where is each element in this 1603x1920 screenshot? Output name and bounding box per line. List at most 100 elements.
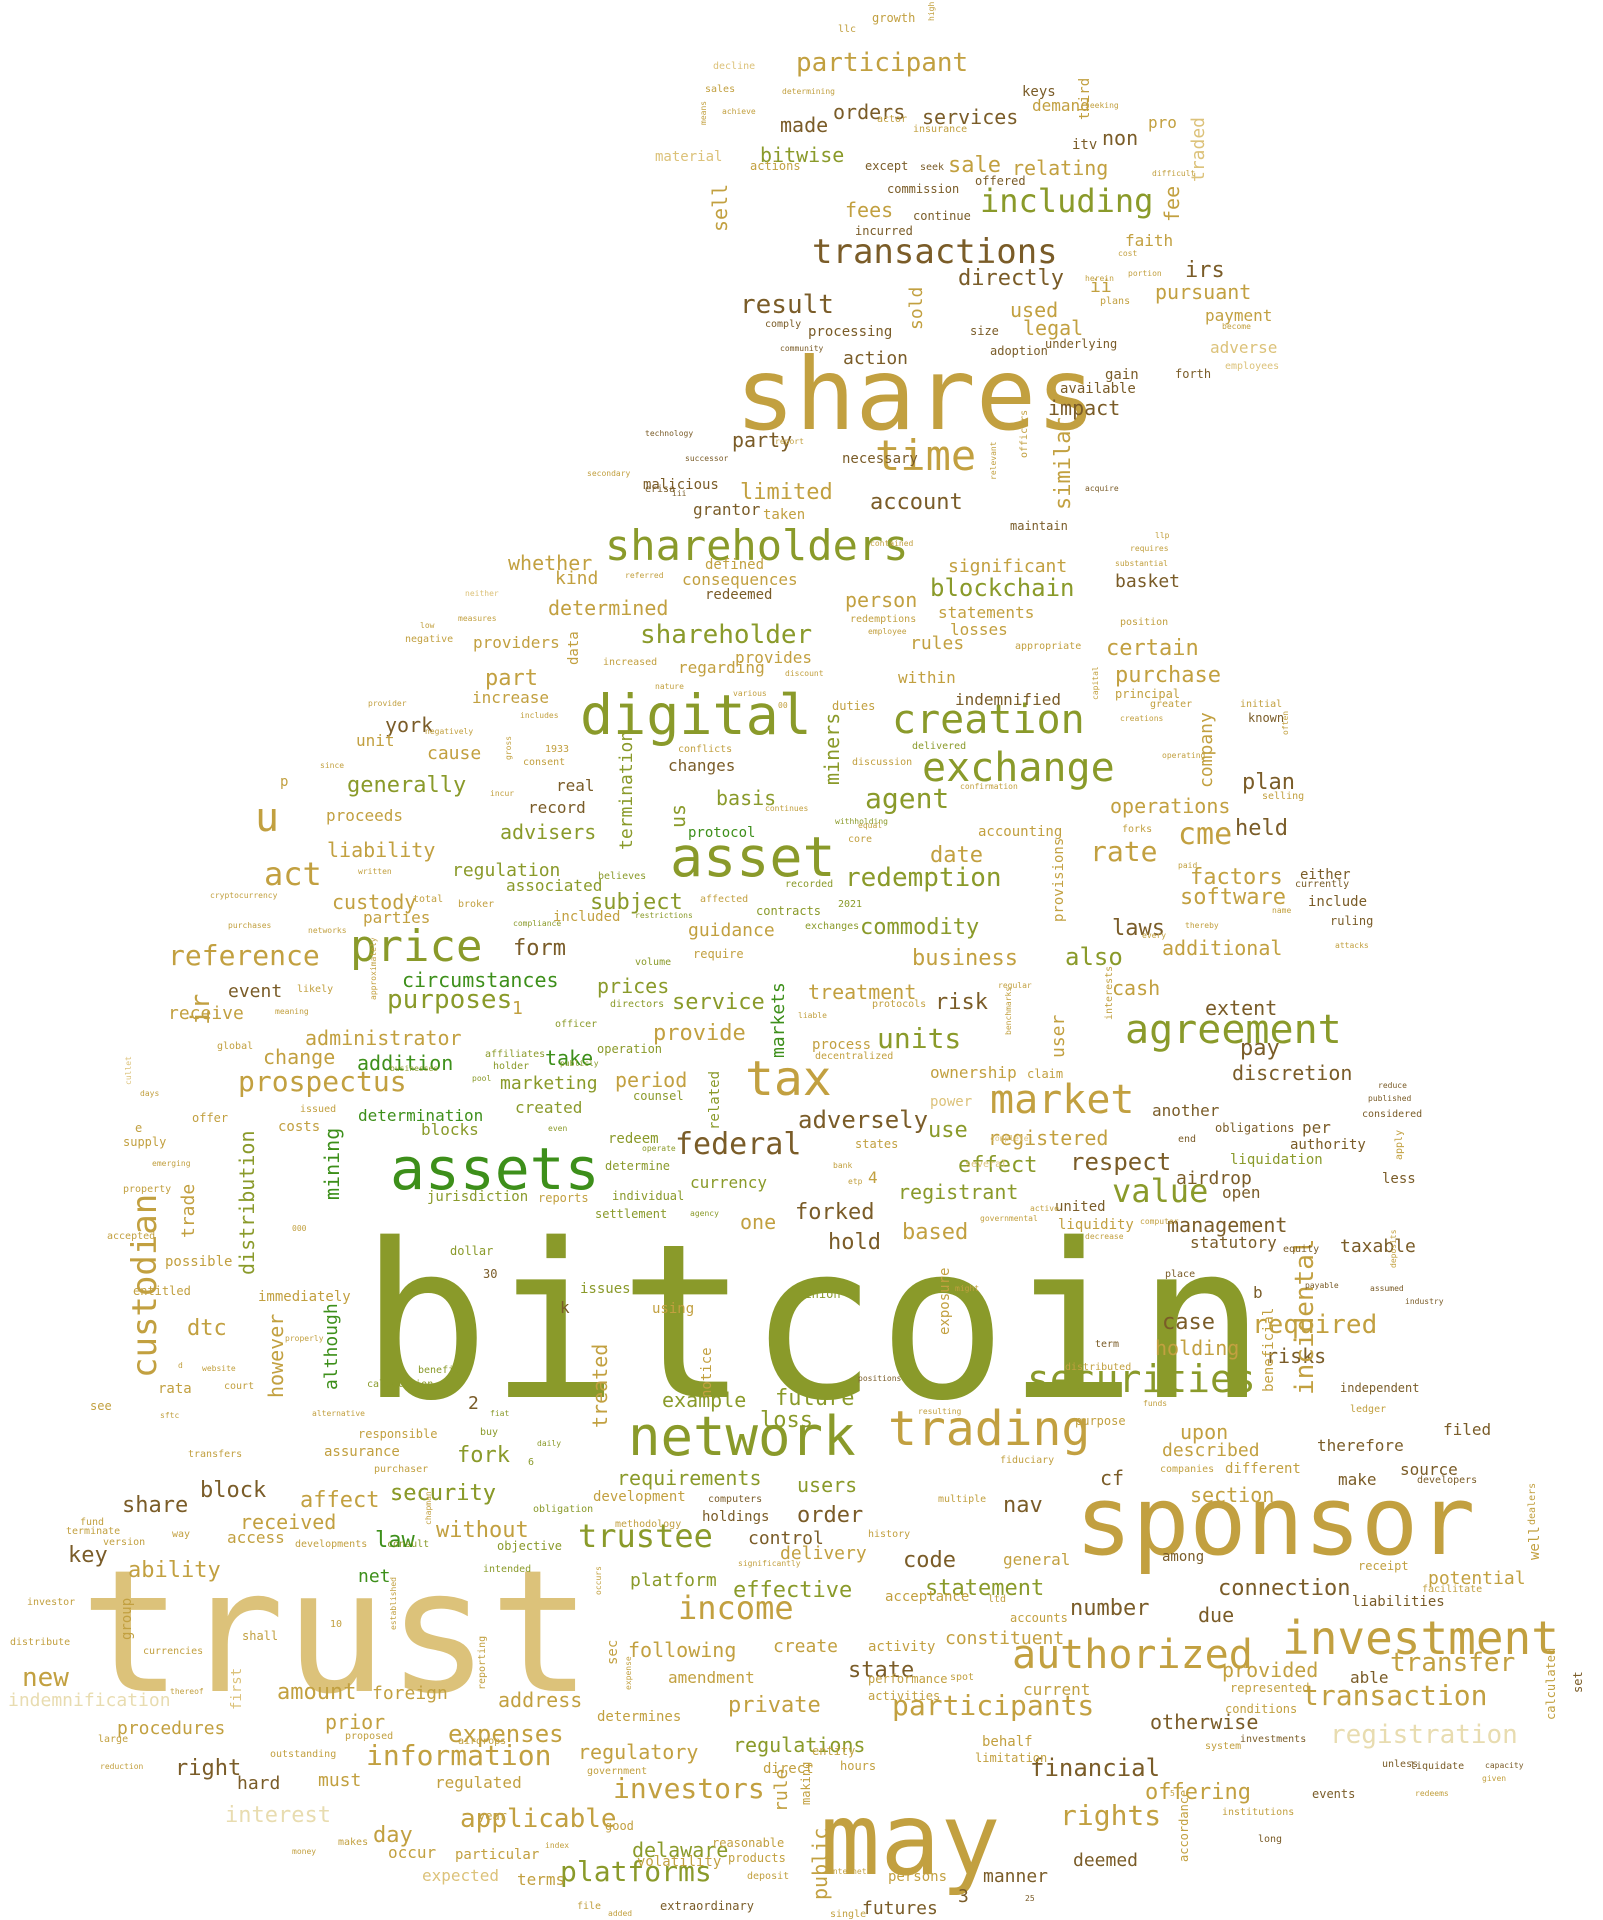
cloud-word: expense — [624, 1656, 633, 1690]
cloud-word: taken — [763, 507, 806, 523]
cloud-word: key — [68, 1543, 108, 1568]
cloud-word: platform — [630, 1570, 717, 1591]
cloud-word: affect — [300, 1488, 380, 1513]
cloud-word: associated — [506, 876, 603, 895]
cloud-word: cf — [1100, 1466, 1125, 1490]
cloud-word: performance — [868, 1672, 948, 1686]
cloud-word: fund — [80, 1517, 105, 1528]
cloud-word: take — [545, 1046, 594, 1070]
cloud-word: otherwise — [1150, 1710, 1259, 1734]
cloud-word: authority — [1290, 1137, 1366, 1153]
cloud-word: source — [1400, 1460, 1458, 1479]
cloud-word: case — [1162, 1310, 1215, 1335]
cloud-word: first — [229, 1667, 245, 1710]
cloud-word: act — [264, 855, 322, 893]
cloud-word: shareholder — [640, 620, 813, 650]
cloud-word: terminate — [66, 1526, 121, 1537]
cloud-word: herein — [1085, 274, 1114, 283]
cloud-word: amount — [277, 1680, 357, 1705]
cloud-word: access — [227, 1528, 285, 1547]
cloud-word: filed — [1443, 1420, 1492, 1439]
cloud-word: means — [699, 100, 708, 125]
cloud-word: large — [98, 1734, 129, 1745]
cloud-word: related — [707, 1070, 723, 1130]
cloud-word: multiple — [938, 1494, 987, 1505]
cloud-word: industry — [1405, 1297, 1444, 1306]
cloud-word: discretion — [1232, 1061, 1353, 1085]
cloud-word: restrictions — [635, 911, 693, 920]
cloud-word: decentralized — [815, 1051, 894, 1062]
cloud-word: connection — [1218, 1576, 1351, 1601]
cloud-word: holding — [1155, 1336, 1240, 1360]
cloud-word: file — [577, 1901, 602, 1912]
cloud-word: liabilities — [1352, 1594, 1445, 1610]
cloud-word: taxable — [1340, 1236, 1416, 1257]
cloud-word: directly — [958, 266, 1064, 291]
cloud-word: statements — [938, 603, 1035, 622]
cloud-word: agreement — [1125, 1007, 1342, 1053]
cloud-word: day — [373, 1823, 413, 1848]
cloud-word: history — [868, 1529, 911, 1540]
cloud-word: emerging — [152, 1159, 191, 1168]
cloud-word: keys — [1022, 84, 1056, 100]
cloud-word: accepted — [107, 1231, 156, 1242]
cloud-word: limitation — [975, 1751, 1048, 1765]
cloud-word: assets — [390, 1135, 600, 1203]
cloud-word: although — [321, 1303, 342, 1390]
cloud-word: share — [122, 1493, 189, 1518]
cloud-word: control — [748, 1528, 824, 1549]
cloud-word: added — [608, 1909, 633, 1918]
cloud-word: broker — [458, 899, 495, 910]
cloud-word: received — [240, 1510, 337, 1534]
cloud-word: considered — [1362, 1109, 1423, 1120]
cloud-word: order — [797, 1503, 864, 1528]
cloud-word: regulation — [452, 860, 561, 881]
cloud-word: bank — [833, 1161, 853, 1170]
cloud-word: transactions — [812, 232, 1058, 272]
cloud-word: prospectus — [238, 1065, 407, 1098]
cloud-word: significantly — [738, 1559, 801, 1568]
cloud-word: outstanding — [270, 1749, 337, 1760]
cloud-word: basis — [716, 786, 777, 810]
cloud-word: prior — [325, 1710, 386, 1734]
cloud-word: tax — [745, 1051, 832, 1107]
cloud-word: adversely — [798, 1106, 929, 1134]
cloud-word: set — [1571, 1671, 1585, 1693]
cloud-word: fee — [1160, 185, 1184, 222]
cloud-word: receipt — [1358, 1559, 1409, 1573]
cloud-word: among — [1162, 1549, 1205, 1565]
cloud-word: withholding — [835, 817, 888, 826]
cloud-word: appropriate — [1015, 641, 1082, 652]
cloud-word: community — [780, 344, 824, 353]
cloud-word: similar — [1051, 417, 1076, 510]
cloud-word: investors — [613, 1772, 765, 1805]
cloud-word: behalf — [982, 1734, 1033, 1750]
cloud-word: acquire — [1085, 484, 1119, 493]
cloud-word: erisa — [645, 484, 676, 495]
cloud-word: redemption — [845, 863, 1002, 893]
cloud-word: power — [930, 1094, 973, 1110]
cloud-word: generally — [347, 773, 467, 798]
cloud-word: end — [1178, 1134, 1197, 1145]
cloud-word: futures — [862, 1898, 938, 1919]
cloud-word: discount — [785, 669, 824, 678]
cloud-word: malicious — [643, 477, 719, 493]
cloud-word: determination — [358, 1106, 484, 1125]
cloud-word: material — [655, 149, 723, 165]
cloud-word: makes — [338, 1837, 369, 1848]
cloud-word: statement — [925, 1576, 1045, 1601]
cloud-word: businesses — [390, 1064, 439, 1073]
cloud-word: transaction — [1302, 1679, 1488, 1712]
cloud-word: facilitate — [1422, 1584, 1483, 1595]
cloud-word: itv — [1072, 137, 1098, 153]
cloud-word: address — [498, 1688, 583, 1712]
cloud-word: governmental — [980, 1214, 1038, 1223]
cloud-word: daily — [537, 1439, 562, 1448]
cloud-word: seeking — [1085, 101, 1119, 110]
cloud-word: 1933 — [545, 744, 570, 755]
cloud-word: regarding — [678, 658, 765, 677]
cloud-word: sell — [708, 183, 732, 232]
cloud-word: iii — [672, 489, 687, 498]
cloud-word: extraordinary — [660, 1899, 754, 1913]
